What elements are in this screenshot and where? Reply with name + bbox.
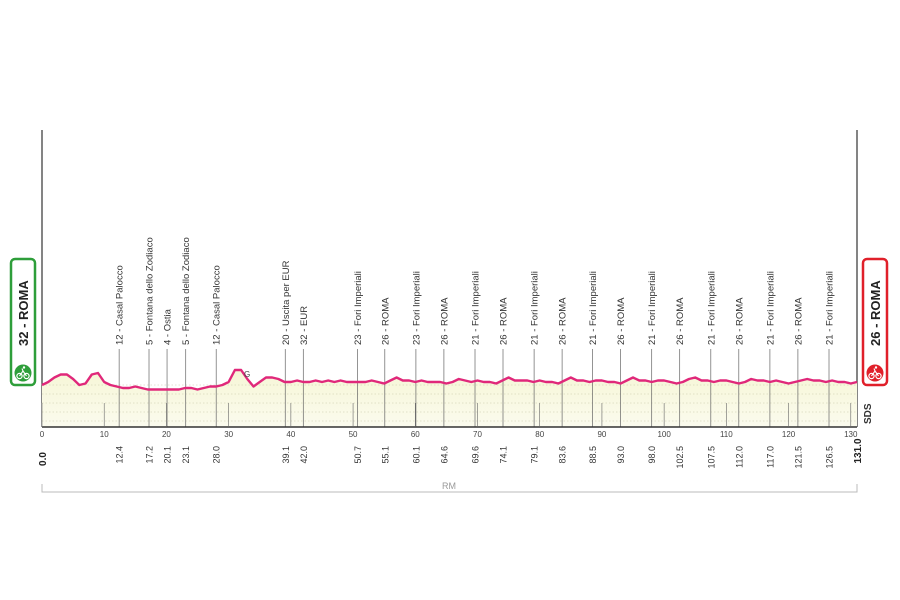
x-tick-label: 40: [286, 430, 295, 439]
waypoint-km: 50.7: [353, 446, 363, 464]
waypoint-km: 102.5: [675, 446, 685, 469]
waypoint-lines: [118, 349, 830, 427]
finish-badge: 26 - ROMA: [861, 257, 889, 387]
waypoint-name: 26 - ROMA: [675, 297, 686, 345]
waypoint-name: 26 - ROMA: [793, 297, 804, 345]
waypoint-km: 12.4: [115, 446, 125, 464]
waypoint-km: 17.2: [145, 446, 155, 464]
waypoint-name: 20 - Uscita per EUR: [281, 260, 292, 345]
waypoint-name: 21 - Fori Imperiali: [530, 271, 541, 345]
waypoint-km: 121.5: [793, 446, 803, 469]
x-tick-label: 10: [100, 430, 109, 439]
waypoint-name: 26 - ROMA: [499, 297, 510, 345]
waypoint-name: 5 - Fontana dello Zodiaco: [145, 237, 156, 345]
waypoint-name: 21 - Fori Imperiali: [825, 271, 836, 345]
waypoint-km: 60.1: [411, 446, 421, 464]
waypoint-km: 69.6: [471, 446, 481, 464]
waypoint-name: 26 - ROMA: [439, 297, 450, 345]
waypoint-km-labels: 12.4 17.2 20.1 23.1 28.0 39.1 42.0 50.7 55.1 60.1…: [115, 446, 835, 469]
x-tick-label: 130: [844, 430, 858, 439]
waypoint-name: 32 - EUR: [299, 306, 310, 345]
waypoint-name: 21 - Fori Imperiali: [471, 271, 482, 345]
waypoint-name: 21 - Fori Imperiali: [647, 271, 658, 345]
waypoint-km: 74.1: [499, 446, 509, 464]
x-tick-label: 50: [349, 430, 358, 439]
sprint-marker: G: [244, 370, 250, 379]
province-label: RM: [442, 481, 456, 491]
profile-area: [42, 370, 857, 427]
waypoint-name: 23 - Fori Imperiali: [353, 271, 364, 345]
cyclist-green-icon: [14, 364, 32, 382]
waypoint-name: 26 - ROMA: [380, 297, 391, 345]
x-tick-label: 70: [473, 430, 482, 439]
waypoint-km: 112.0: [734, 446, 744, 468]
x-tick-label: 60: [411, 430, 420, 439]
waypoint-name: 21 - Fori Imperiali: [765, 271, 776, 345]
waypoint-km: 23.1: [181, 446, 191, 464]
waypoint-name: 26 - ROMA: [734, 297, 745, 345]
start-label: 32 - ROMA: [16, 280, 31, 346]
waypoint-name: 12 - Casal Palocco: [212, 265, 223, 345]
waypoint-km: 107.5: [706, 446, 716, 469]
waypoint-km: 55.1: [380, 446, 390, 464]
waypoint-km: 42.0: [299, 446, 309, 464]
waypoint-km: 126.5: [825, 446, 835, 469]
finish-km-label: 131.0: [853, 438, 864, 463]
profile-line: [41, 368, 858, 391]
waypoint-km: 20.1: [163, 446, 173, 464]
waypoint-name: 21 - Fori Imperiali: [588, 271, 599, 345]
waypoint-km: 79.1: [530, 446, 540, 464]
waypoint-name: 23 - Fori Imperiali: [411, 271, 422, 345]
waypoint-km: 39.1: [281, 446, 291, 464]
waypoint-km: 64.6: [439, 446, 449, 464]
x-tick-label: 20: [162, 430, 171, 439]
x-tick-label: 120: [782, 430, 796, 439]
x-tick-label: 30: [224, 430, 233, 439]
waypoint-km: 98.0: [647, 446, 657, 464]
finish-label: 26 - ROMA: [868, 280, 883, 346]
x-tick-label: 90: [597, 430, 606, 439]
waypoint-name: 26 - ROMA: [616, 297, 627, 345]
start-badge: 32 - ROMA: [9, 257, 37, 387]
grid-layer: [42, 384, 857, 422]
waypoint-name: 21 - Fori Imperiali: [706, 271, 717, 345]
waypoint-km: 83.6: [558, 446, 568, 464]
sds-logo: SDS: [863, 403, 874, 424]
waypoint-name: 4 - Ostia: [163, 308, 174, 345]
province-bracket: RM: [41, 481, 858, 493]
x-tick-label: 0: [40, 430, 45, 439]
x-tick-label: 80: [535, 430, 544, 439]
waypoint-name: 12 - Casal Palocco: [115, 265, 126, 345]
cyclist-red-icon: [866, 364, 884, 382]
waypoint-name: 26 - ROMA: [558, 297, 569, 345]
start-km-label: 0.0: [38, 452, 49, 466]
waypoint-km: 117.0: [765, 446, 775, 468]
x-tick-label: 100: [657, 430, 671, 439]
waypoint-name: 5 - Fontana dello Zodiaco: [181, 237, 192, 345]
waypoint-km: 28.0: [212, 446, 222, 464]
x-axis-ticks: 0 10 20 30 40 50 60 70 80 90 100 110 120 130: [40, 403, 858, 439]
waypoint-km: 88.5: [588, 446, 598, 464]
waypoint-labels: 12 - Casal Palocco 5 - Fontana dello Zodi…: [115, 237, 836, 345]
x-tick-label: 110: [720, 430, 733, 439]
waypoint-km: 93.0: [616, 446, 626, 464]
